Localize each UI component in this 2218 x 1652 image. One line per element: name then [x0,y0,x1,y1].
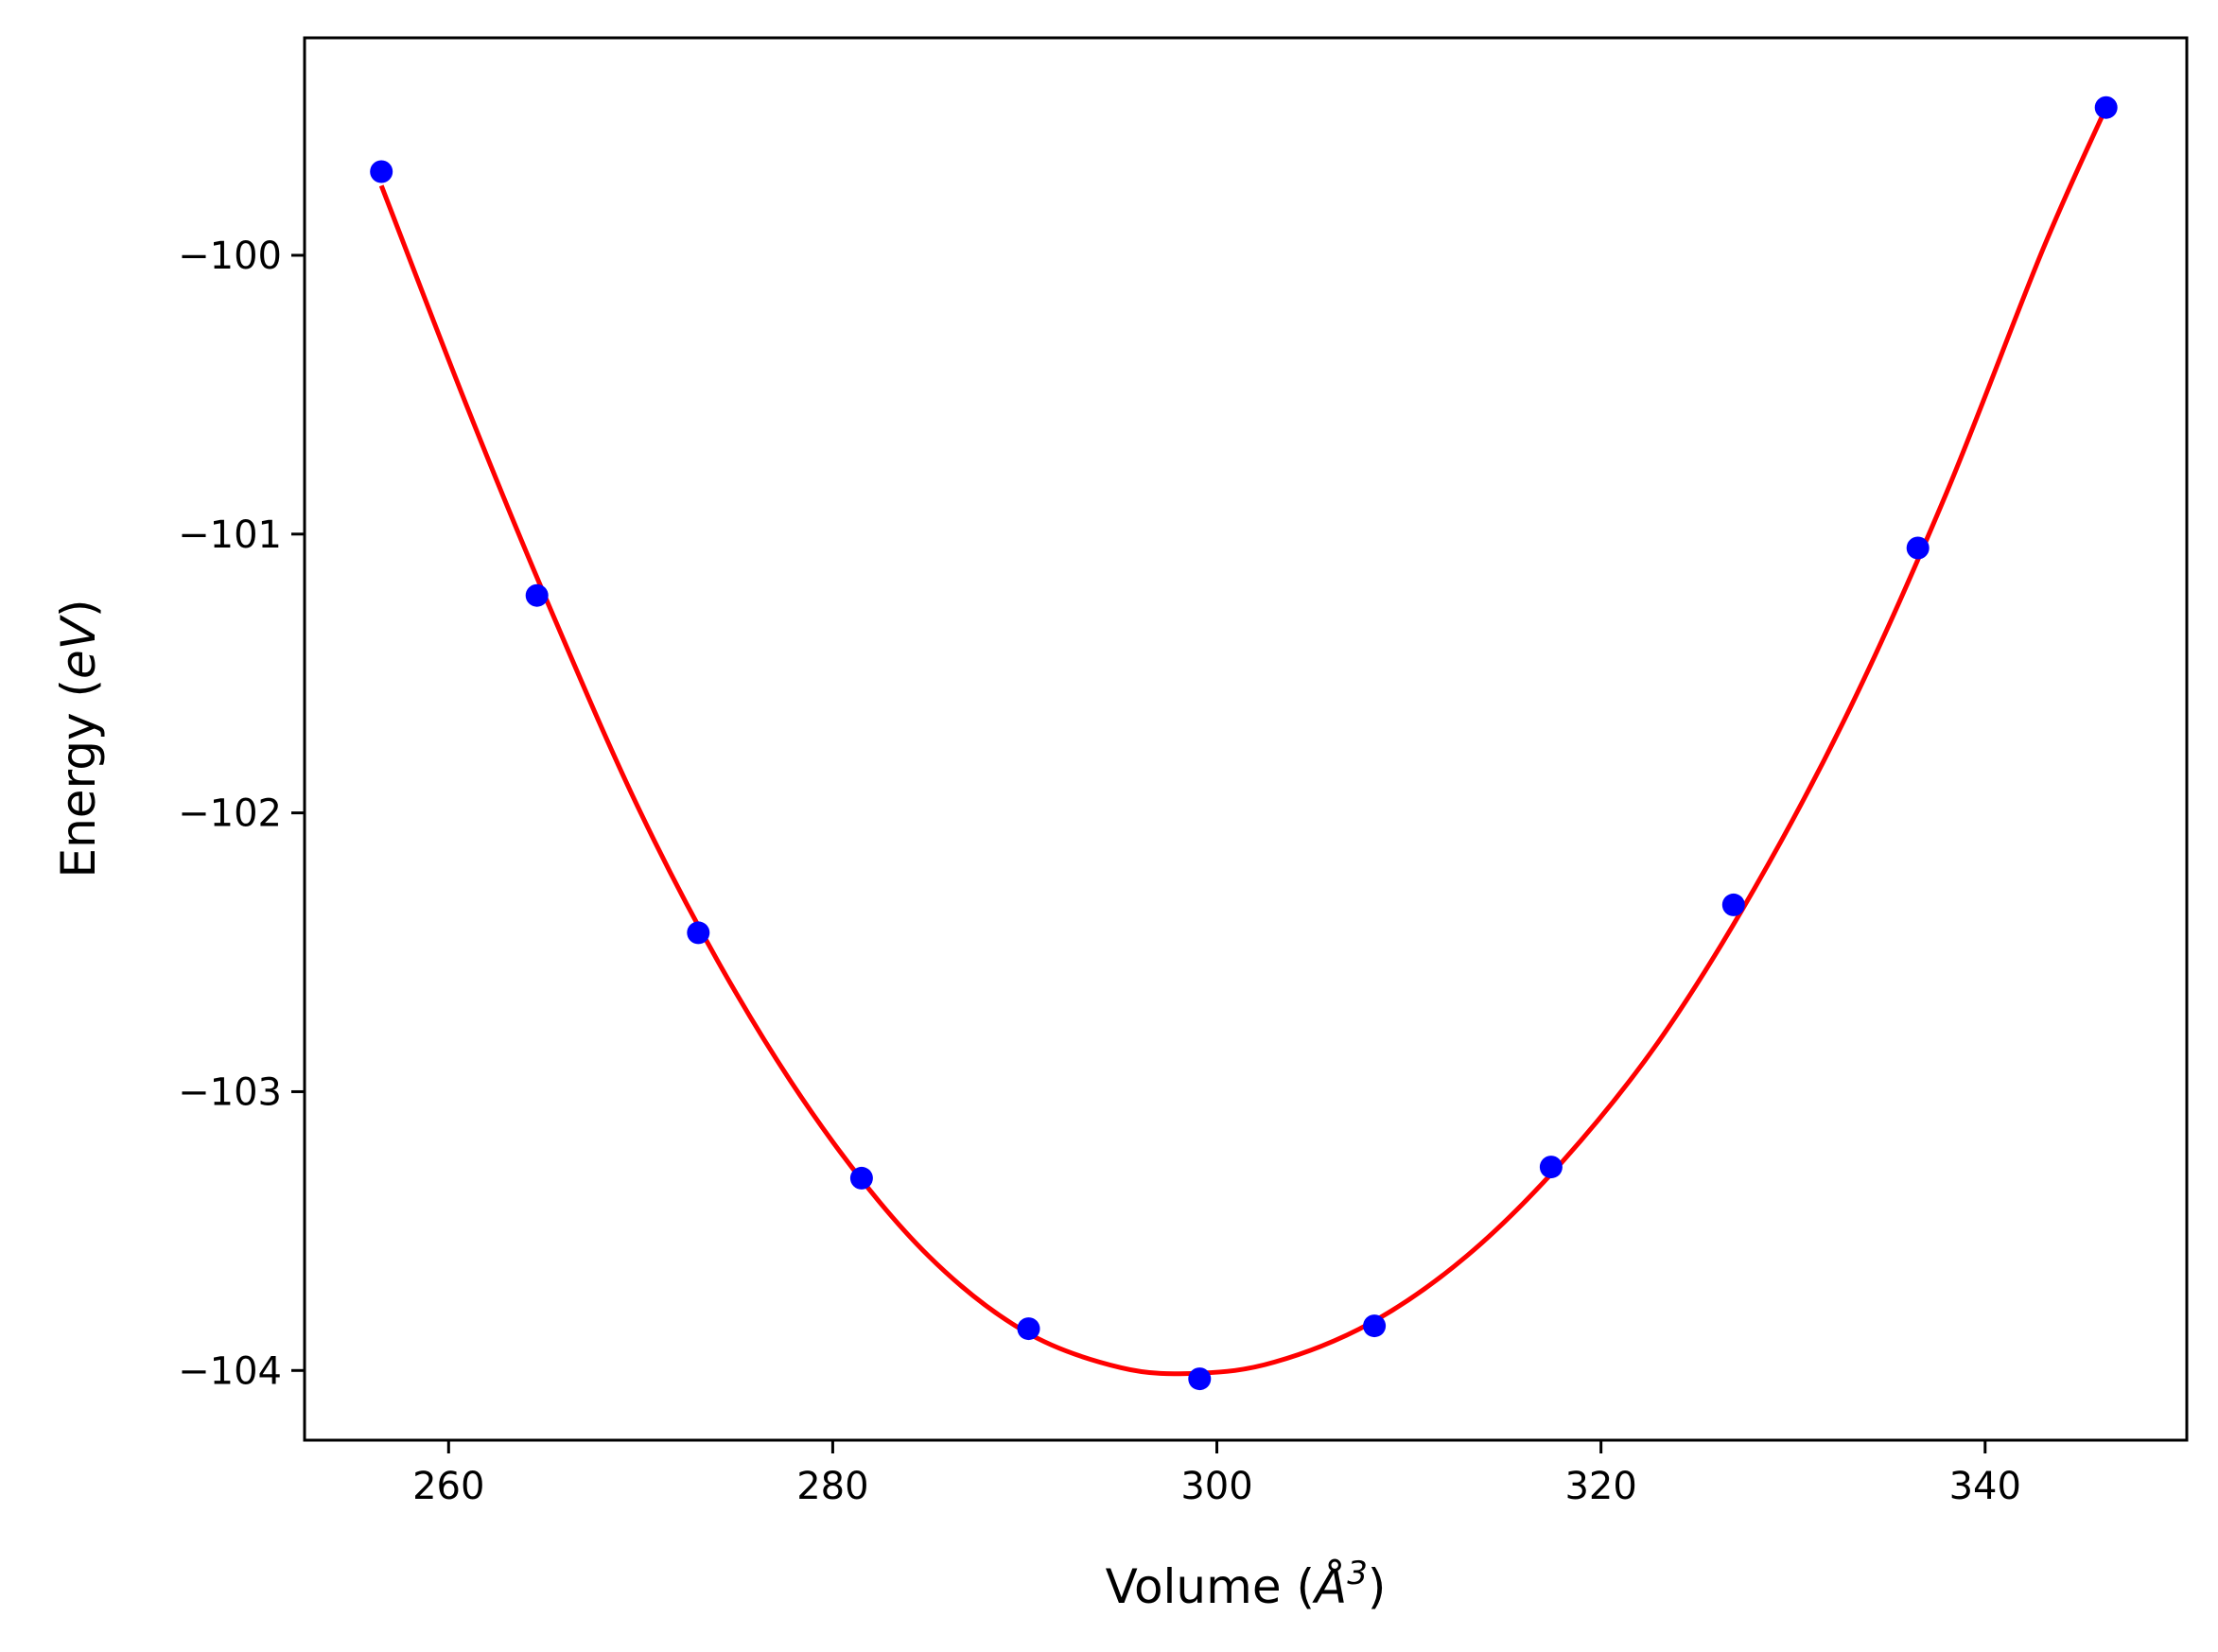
y-axis-ticks: −100 −101 −102 −103 −104 [178,235,305,1393]
x-tick-label: 300 [1180,1465,1252,1508]
y-tick-label: −103 [178,1070,282,1114]
data-point [370,160,393,183]
data-point [525,583,549,607]
x-tick-label: 340 [1949,1465,2021,1508]
data-point [1721,893,1745,916]
x-tick-label: 280 [796,1465,868,1508]
data-point [1017,1317,1040,1341]
x-tick-label: 320 [1564,1465,1636,1508]
fit-curve-line [378,106,2108,1377]
data-point [2094,96,2118,119]
data-point [1188,1367,1212,1391]
data-point [1906,536,1930,560]
y-axis-label: Energy (eV) [51,600,106,878]
y-tick-label: −104 [178,1349,282,1393]
data-points-layer [370,96,2118,1391]
x-axis-ticks: 260 280 300 320 340 [412,1440,2021,1508]
fit-curve-layer [378,106,2108,1377]
x-tick-label: 260 [412,1465,484,1508]
y-tick-label: −102 [178,792,282,836]
data-point [849,1166,873,1190]
x-axis-label: Volume (Å3) [1106,1555,1387,1614]
data-point [687,921,710,945]
data-point [1363,1314,1387,1338]
y-tick-label: −101 [178,513,282,557]
plot-area-frame [303,36,2189,1442]
data-point [1539,1156,1563,1179]
y-tick-label: −100 [178,235,282,278]
